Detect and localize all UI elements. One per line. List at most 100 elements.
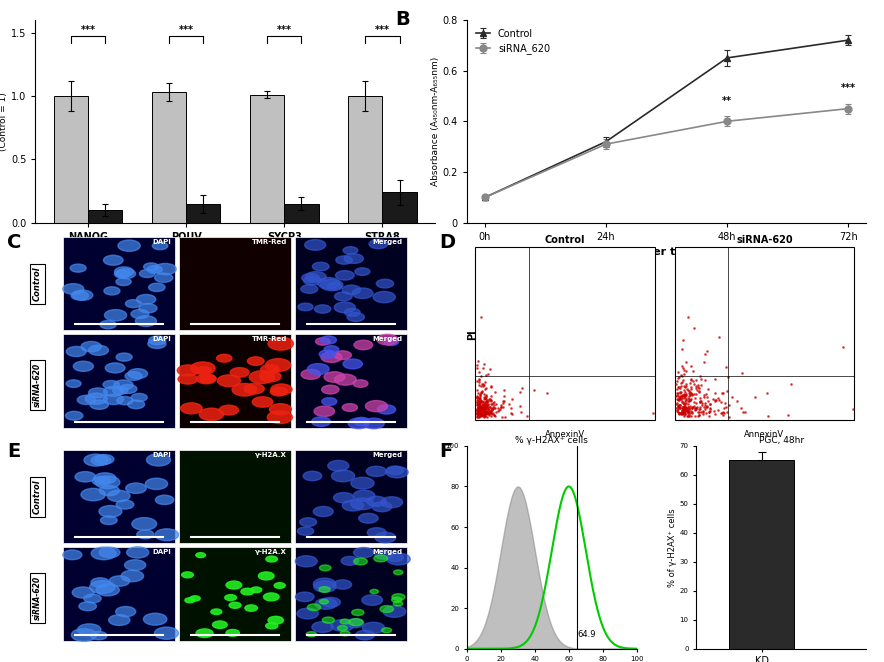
- Circle shape: [352, 609, 364, 616]
- Point: [484, 406, 499, 417]
- Point: [478, 383, 492, 394]
- Point: [700, 392, 714, 402]
- Circle shape: [219, 405, 239, 415]
- Text: TMR-Red: TMR-Red: [252, 336, 287, 342]
- Point: [712, 395, 726, 405]
- Point: [694, 373, 708, 384]
- Point: [477, 397, 492, 408]
- Point: [477, 400, 492, 410]
- Point: [469, 404, 484, 415]
- Point: [684, 394, 698, 404]
- Point: [479, 396, 493, 406]
- Point: [478, 409, 492, 420]
- FancyBboxPatch shape: [64, 547, 175, 641]
- Point: [470, 399, 484, 410]
- Point: [476, 404, 491, 414]
- Circle shape: [340, 619, 350, 624]
- Point: [480, 406, 494, 417]
- Point: [484, 407, 498, 418]
- Point: [477, 393, 492, 403]
- Point: [690, 380, 705, 391]
- Circle shape: [319, 350, 336, 358]
- Circle shape: [127, 400, 145, 408]
- Point: [470, 409, 484, 420]
- Point: [671, 391, 685, 401]
- Point: [473, 397, 487, 408]
- Point: [471, 410, 485, 421]
- Circle shape: [377, 279, 393, 288]
- Point: [670, 405, 684, 416]
- Circle shape: [316, 338, 330, 345]
- Text: γ-H2A.X: γ-H2A.X: [255, 549, 287, 555]
- Point: [684, 402, 698, 412]
- Circle shape: [392, 597, 402, 602]
- Circle shape: [381, 496, 402, 508]
- Point: [689, 402, 703, 413]
- Point: [675, 402, 690, 412]
- Point: [473, 401, 487, 412]
- Point: [476, 410, 491, 420]
- Point: [469, 397, 484, 407]
- Circle shape: [342, 500, 363, 511]
- Text: Control: Control: [33, 479, 42, 514]
- Point: [682, 409, 697, 420]
- Point: [473, 390, 487, 401]
- Circle shape: [230, 367, 249, 377]
- Point: [695, 397, 709, 408]
- Point: [671, 401, 685, 412]
- Circle shape: [121, 570, 143, 582]
- Point: [682, 406, 696, 416]
- Point: [717, 408, 731, 418]
- Point: [477, 379, 492, 390]
- Circle shape: [88, 345, 109, 355]
- Point: [703, 404, 717, 414]
- Point: [690, 404, 704, 414]
- Point: [697, 409, 711, 420]
- Point: [673, 400, 687, 410]
- Point: [674, 391, 688, 401]
- Point: [675, 371, 690, 381]
- Circle shape: [374, 555, 387, 562]
- Point: [484, 363, 498, 374]
- Circle shape: [66, 380, 81, 387]
- Point: [474, 387, 488, 397]
- Point: [669, 379, 683, 390]
- Legend: Control, siRNA_620: Control, siRNA_620: [472, 24, 554, 58]
- Legend: Control, siRNA-620: Control, siRNA-620: [484, 55, 570, 88]
- Point: [676, 375, 690, 385]
- Point: [475, 399, 489, 410]
- Point: [480, 395, 494, 405]
- Circle shape: [366, 466, 386, 477]
- Point: [476, 399, 491, 410]
- Circle shape: [226, 630, 240, 636]
- Circle shape: [305, 240, 325, 250]
- Point: [684, 374, 698, 385]
- Point: [748, 392, 762, 402]
- Point: [680, 405, 694, 416]
- Point: [700, 401, 714, 412]
- Circle shape: [321, 279, 343, 291]
- Circle shape: [377, 405, 396, 414]
- Circle shape: [342, 285, 361, 295]
- Point: [476, 401, 490, 411]
- Point: [474, 410, 488, 420]
- Point: [674, 405, 689, 416]
- Point: [669, 403, 683, 414]
- Circle shape: [336, 256, 353, 264]
- Circle shape: [125, 560, 146, 571]
- Point: [673, 408, 687, 418]
- Point: [681, 411, 695, 422]
- Point: [681, 407, 695, 418]
- Point: [476, 408, 491, 418]
- Point: [729, 395, 743, 406]
- Point: [476, 405, 491, 416]
- Point: [469, 393, 484, 404]
- Circle shape: [375, 550, 393, 559]
- Point: [470, 362, 484, 373]
- Point: [481, 400, 495, 410]
- Circle shape: [114, 380, 133, 390]
- Point: [711, 393, 725, 403]
- FancyBboxPatch shape: [475, 247, 654, 420]
- Point: [482, 408, 496, 418]
- Point: [678, 402, 692, 413]
